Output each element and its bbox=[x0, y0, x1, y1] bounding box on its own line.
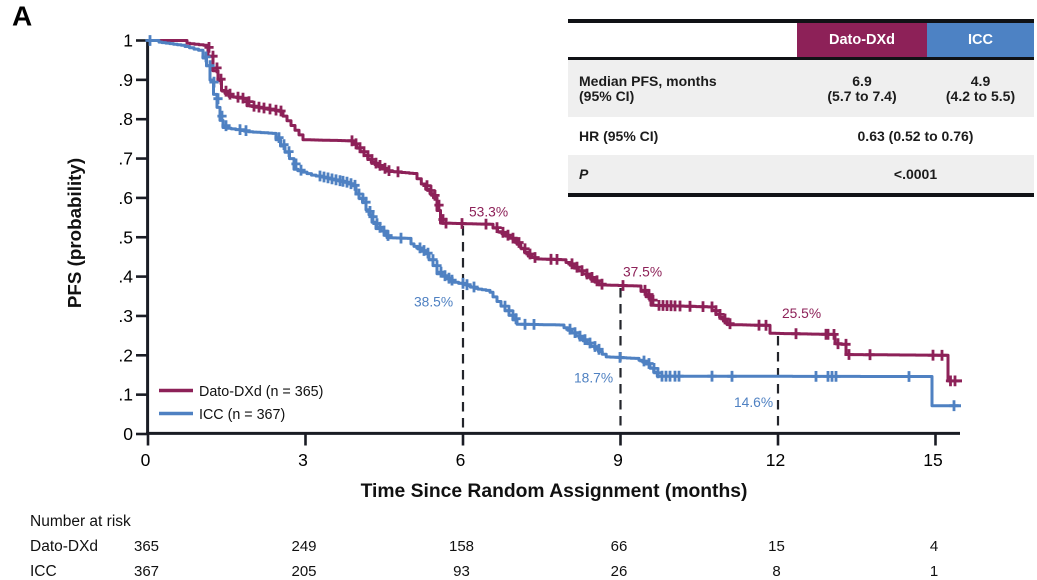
svg-text:.5: .5 bbox=[118, 227, 133, 247]
svg-text:158: 158 bbox=[449, 538, 474, 555]
svg-text:37.5%: 37.5% bbox=[623, 265, 662, 280]
svg-text:ICC: ICC bbox=[30, 563, 57, 580]
svg-text:6: 6 bbox=[456, 450, 466, 470]
svg-text:Time Since Random Assignment (: Time Since Random Assignment (months) bbox=[361, 481, 748, 502]
svg-text:.8: .8 bbox=[118, 109, 133, 129]
svg-text:38.5%: 38.5% bbox=[414, 295, 453, 310]
svg-text:9: 9 bbox=[613, 450, 623, 470]
svg-text:12: 12 bbox=[766, 450, 785, 470]
svg-text:0: 0 bbox=[123, 424, 133, 444]
svg-text:66: 66 bbox=[611, 538, 628, 555]
svg-text:365: 365 bbox=[134, 538, 159, 555]
svg-text:.9: .9 bbox=[118, 70, 133, 90]
svg-text:1: 1 bbox=[930, 563, 938, 580]
svg-text:ICC (n = 367): ICC (n = 367) bbox=[199, 407, 285, 423]
svg-text:3: 3 bbox=[298, 450, 308, 470]
svg-text:PFS (probability): PFS (probability) bbox=[64, 158, 85, 308]
svg-text:Dato-DXd: Dato-DXd bbox=[30, 538, 98, 555]
svg-text:.1: .1 bbox=[118, 385, 133, 405]
svg-text:.3: .3 bbox=[118, 306, 133, 326]
svg-text:53.3%: 53.3% bbox=[469, 205, 508, 220]
svg-text:249: 249 bbox=[291, 538, 316, 555]
svg-text:.4: .4 bbox=[118, 267, 133, 287]
svg-text:26: 26 bbox=[611, 563, 628, 580]
svg-text:93: 93 bbox=[453, 563, 470, 580]
svg-text:205: 205 bbox=[291, 563, 316, 580]
svg-text:8: 8 bbox=[772, 563, 780, 580]
svg-text:Number at risk: Number at risk bbox=[30, 513, 131, 530]
svg-text:15: 15 bbox=[923, 450, 942, 470]
svg-text:1: 1 bbox=[123, 31, 133, 51]
svg-text:18.7%: 18.7% bbox=[574, 371, 613, 386]
svg-text:A: A bbox=[12, 1, 32, 32]
svg-text:14.6%: 14.6% bbox=[734, 395, 773, 410]
svg-text:15: 15 bbox=[768, 538, 785, 555]
svg-text:Dato-DXd (n = 365): Dato-DXd (n = 365) bbox=[199, 384, 323, 400]
svg-text:.7: .7 bbox=[118, 149, 133, 169]
svg-text:25.5%: 25.5% bbox=[782, 306, 821, 321]
svg-text:.2: .2 bbox=[118, 345, 133, 365]
svg-text:0: 0 bbox=[141, 450, 151, 470]
svg-text:.6: .6 bbox=[118, 188, 133, 208]
svg-text:367: 367 bbox=[134, 563, 159, 580]
svg-text:4: 4 bbox=[930, 538, 938, 555]
